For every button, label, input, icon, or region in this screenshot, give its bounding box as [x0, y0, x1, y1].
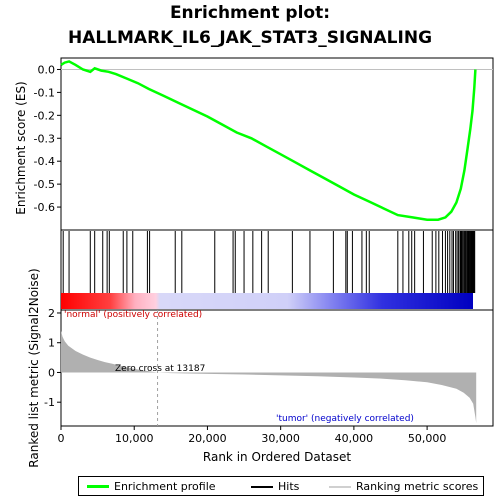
legend-label-profile: Enrichment profile: [114, 480, 216, 493]
x-tick-label: 10,000: [115, 432, 154, 445]
x-tick-label: 0: [58, 432, 65, 445]
negative-correlation-note: 'tumor' (negatively correlated): [276, 414, 414, 424]
metric-y-tick-label: -1: [44, 396, 55, 409]
es-y-tick-label: -0.1: [34, 86, 55, 99]
x-tick-label: 50,000: [408, 432, 447, 445]
legend-label-hits: Hits: [278, 480, 300, 493]
es-y-tick-label: -0.5: [34, 178, 55, 191]
es-plot-frame: [60, 57, 494, 231]
legend-swatch-ranking: [329, 485, 351, 488]
metric-y-tick-label: 2: [48, 307, 55, 320]
es-y-tick-label: -0.3: [34, 132, 55, 145]
metric-y-tick-label: 0: [48, 366, 55, 379]
ranking-metric-area: [61, 330, 477, 423]
x-tick-label: 40,000: [335, 432, 374, 445]
legend-swatch-hits: [251, 485, 273, 488]
enrichment-profile-line: [60, 60, 477, 221]
metric-y-tick-label: 1: [48, 337, 55, 350]
x-axis-label: Rank in Ordered Dataset: [203, 450, 351, 464]
legend-item-profile: Enrichment profile: [87, 480, 216, 493]
es-y-tick-label: -0.4: [34, 155, 55, 168]
metric-plot-frame: [60, 309, 494, 427]
chart-title-line2: HALLMARK_IL6_JAK_STAT3_SIGNALING: [67, 28, 433, 48]
es-y-tick-label: -0.6: [34, 201, 55, 214]
zero-cross-note: Zero cross at 13187: [115, 364, 205, 374]
legend-item-hits: Hits: [251, 480, 299, 493]
legend-label-ranking: Ranking metric scores: [356, 480, 479, 493]
ranking-color-bar: [61, 293, 473, 309]
positive-correlation-note: 'normal' (positively correlated): [64, 310, 202, 320]
es-y-tick-label: -0.2: [34, 109, 55, 122]
x-tick-label: 20,000: [188, 432, 227, 445]
legend-item-ranking: Ranking metric scores: [329, 480, 478, 493]
metric-y-axis-label: Ranked list metric (Signal2Noise): [27, 268, 41, 467]
legend: Enrichment profile Hits Ranking metric s…: [78, 476, 484, 496]
es-y-axis-label: Enrichment score (ES): [14, 81, 28, 214]
x-tick-label: 30,000: [261, 432, 300, 445]
legend-swatch-profile: [87, 485, 109, 488]
chart-title-line1: Enrichment plot:: [169, 3, 331, 23]
es-y-tick-label: 0.0: [38, 63, 56, 76]
